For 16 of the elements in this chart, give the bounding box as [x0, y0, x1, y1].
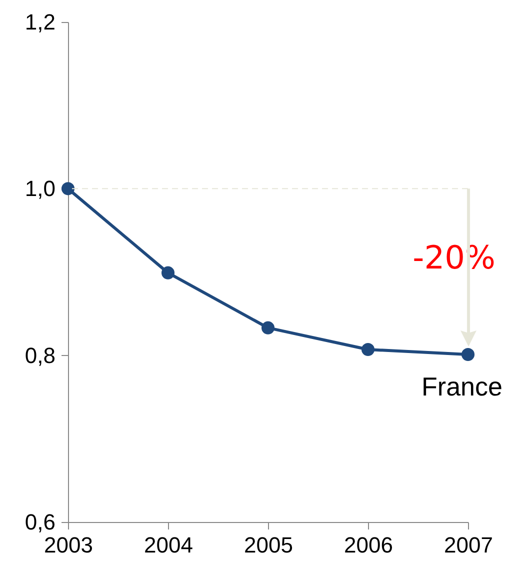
x-tick-label: 2006 — [344, 532, 393, 558]
x-tick-label: 2004 — [144, 532, 193, 558]
point — [61, 182, 75, 196]
y-tick-label: 1,0 — [24, 176, 56, 202]
point — [161, 266, 175, 280]
series-label: France — [422, 372, 502, 402]
point — [461, 348, 475, 362]
point — [261, 321, 275, 334]
annotation: -20% — [412, 238, 496, 277]
y-tick-label: 0,8 — [24, 342, 56, 368]
x-tick-label: 2003 — [44, 532, 93, 558]
point — [361, 342, 375, 356]
x-tick-label: 2005 — [244, 532, 293, 558]
y-tick-label: 0,6 — [24, 510, 56, 534]
y-tick-label: 1,2 — [24, 10, 56, 34]
x-tick-label: 2007 — [444, 532, 493, 558]
